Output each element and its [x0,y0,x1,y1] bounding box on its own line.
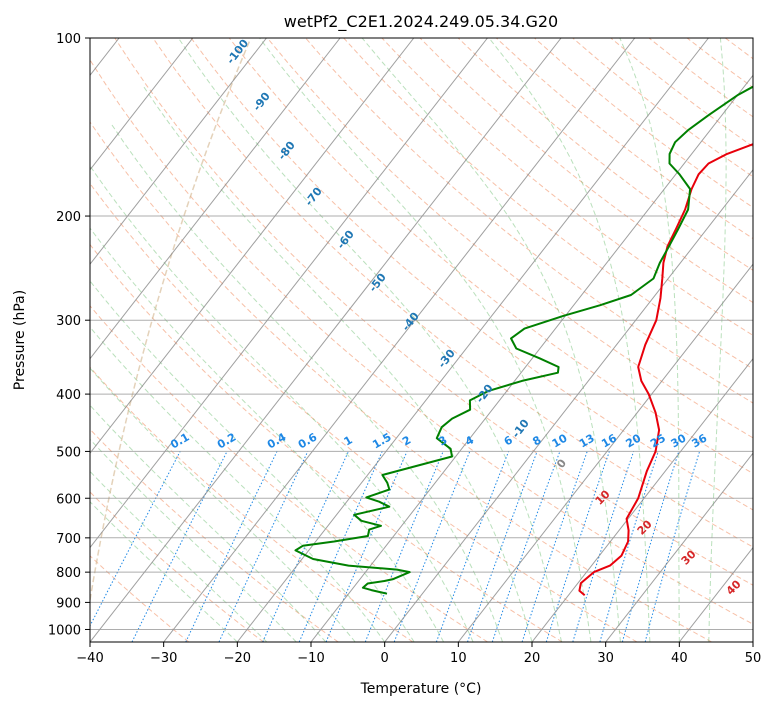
x-tick-label: 20 [524,651,541,666]
y-tick-label: 900 [56,596,81,611]
dry-adiabat-line [90,58,753,625]
x-tick-label: −30 [150,651,177,666]
x-tick-label: 40 [671,651,688,666]
plot-frame [89,37,754,643]
isotherm-line [531,357,753,642]
mixing-ratio-line [491,451,561,642]
isotherm-line [90,38,194,171]
y-tick-label: 800 [56,566,81,581]
y-tick-label: 700 [56,532,81,547]
isotherm-line [90,38,341,360]
moist-adiabat-line [141,84,533,642]
mixing-ratio-line [298,451,383,642]
isotherm-line [90,38,267,266]
chart-title: wetPf2_C2E1.2024.249.05.34.G20 [284,12,558,32]
y-axis: 100 200 300 400 500 600 700 800 900 1000 [48,32,90,638]
isotherm-line [90,38,415,454]
mixing-ratio-line [262,451,349,642]
y-tick-label: 300 [56,314,81,329]
moist-adiabat-line [90,438,297,642]
isotherm-line [90,38,488,549]
y-tick-label: 1000 [48,623,81,638]
mixing-ratio-line [521,451,588,642]
mixing-ratio-line [90,451,181,628]
y-tick-label: 400 [56,388,81,403]
dry-adiabat-line [114,38,753,586]
dry-adiabat-line [90,491,264,642]
y-tick-label: 100 [56,32,81,47]
mixing-ratio-line [467,451,538,642]
x-tick-label: 30 [597,651,614,666]
profile-lines [294,85,753,596]
isotherm-line [457,263,753,642]
y-tick-label: 600 [56,492,81,507]
dry-adiabat-line [90,555,190,642]
dry-adiabat-line [381,38,753,337]
isotherm-line [384,168,753,642]
x-tick-label: 10 [450,651,467,666]
temperature-profile-line [578,143,753,596]
dry-adiabat-line [90,243,563,642]
dry-adiabat-line [228,38,753,475]
moist-adiabat-line [259,38,592,642]
x-axis: −40 −30 −20 −10 0 10 20 30 40 50 [76,642,761,666]
moist-adiabat-line [177,38,562,642]
moist-adiabat-line [361,38,621,642]
isotherm-line [163,38,636,642]
x-tick-label: −10 [297,651,324,666]
mixing-ratio-line [599,451,659,642]
isotherm-line [236,38,709,642]
x-tick-label: 50 [745,651,762,666]
isotherm-line [310,74,753,642]
mixing-ratio-line [621,451,680,642]
isotherm-line [605,452,753,642]
x-tick-label: 0 [381,651,389,666]
dry-adiabat-line [90,366,414,642]
moist-adiabat-line [90,470,268,642]
moist-adiabat-line [90,227,445,642]
mixing-ratio-line [435,451,510,642]
moist-adiabat-line [90,326,386,642]
dewpoint-profile-line [294,85,753,595]
grid-lines [90,38,753,642]
moist-adiabat-line [90,367,356,642]
y-tick-label: 500 [56,445,81,460]
mixing-ratio-line [325,451,408,642]
x-tick-label: −40 [76,651,103,666]
moist-adiabat-line [619,38,680,642]
mixing-ratio-line [364,451,444,642]
dry-adiabat-line [90,121,712,642]
isotherm-line [90,38,562,642]
dry-adiabat-line [90,182,638,642]
x-tick-label: −20 [224,651,251,666]
mixing-ratio-line [572,451,635,642]
mixing-ratio-line [545,451,610,642]
reference-curve [90,39,251,601]
moist-adiabat-line [708,38,727,642]
y-tick-label: 200 [56,210,81,225]
mixing-ratio-line [185,451,278,642]
x-axis-label: Temperature (°C) [360,681,482,697]
mixing-ratio-line [218,451,309,642]
y-axis-label: Pressure (hPa) [12,290,28,390]
dry-adiabat-line [90,305,488,642]
dry-adiabat-line [343,38,753,370]
